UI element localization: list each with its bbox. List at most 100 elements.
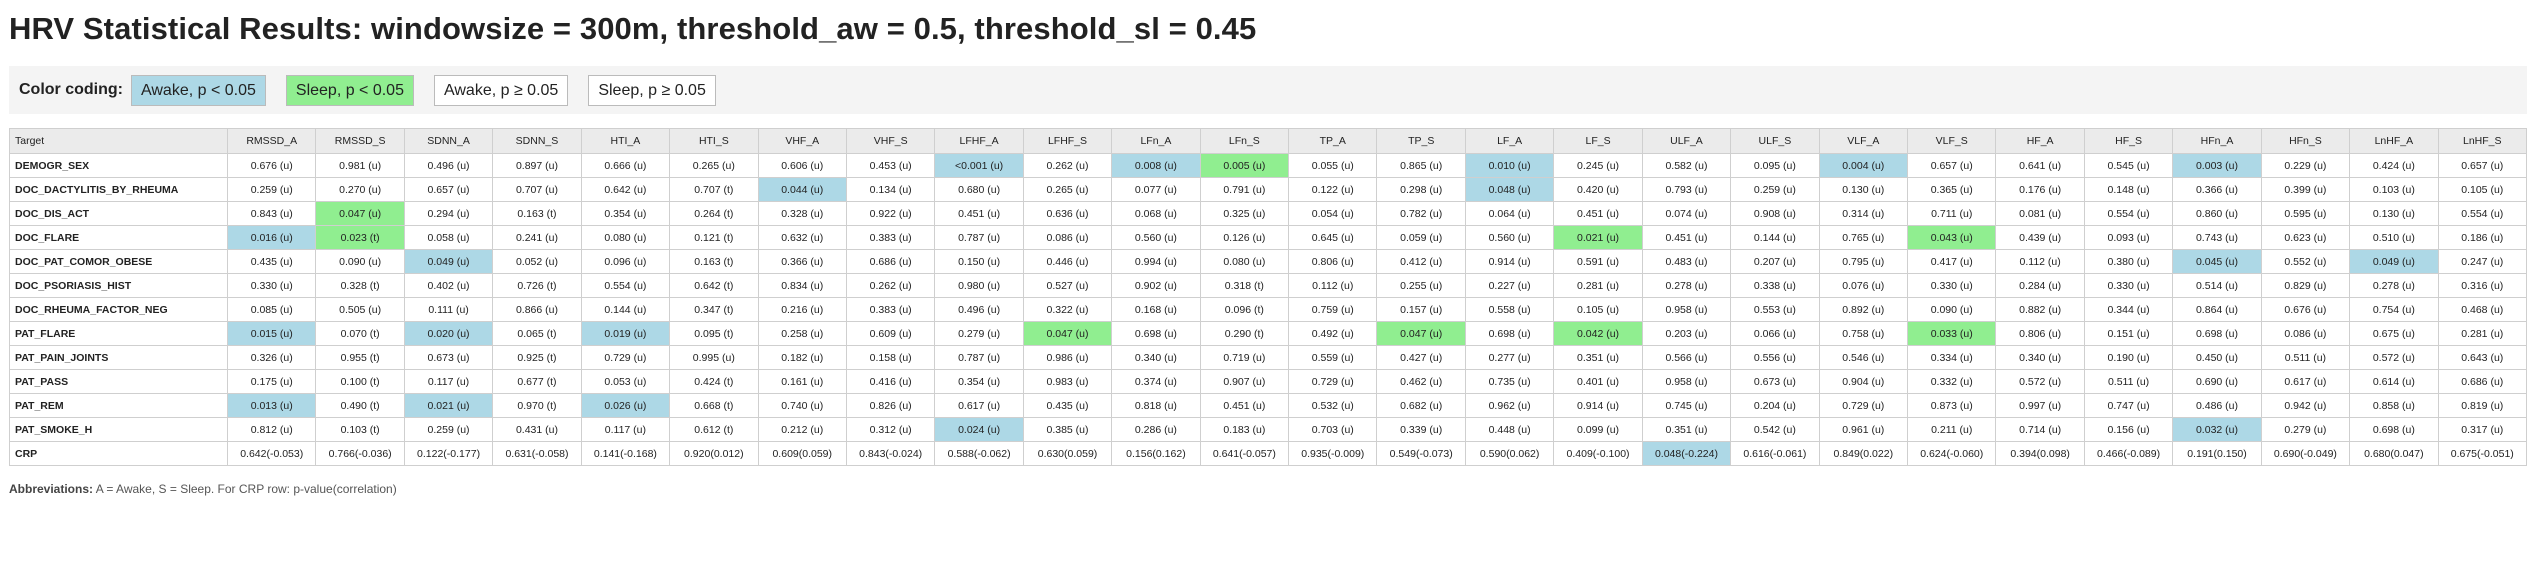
table-cell: 0.117 (u): [403, 369, 494, 394]
table-cell: 0.787 (u): [934, 225, 1024, 250]
table-cell: 0.278 (u): [1641, 273, 1732, 298]
table-cell: 0.793 (u): [1641, 177, 1732, 202]
table-cell: 0.182 (u): [757, 345, 847, 370]
row-target-label: PAT_PAIN_JOINTS: [9, 345, 228, 370]
table-cell: 0.496 (u): [403, 153, 494, 178]
table-cell: 0.365 (u): [1907, 177, 1997, 202]
table-cell: 0.450 (u): [2172, 345, 2262, 370]
row-target-label: DOC_DIS_ACT: [9, 201, 228, 226]
table-cell: 0.081 (u): [1995, 201, 2085, 226]
table-cell: 0.241 (u): [492, 225, 582, 250]
table-cell: 0.666 (u): [580, 153, 671, 178]
table-cell: 0.566 (u): [1641, 345, 1732, 370]
table-cell: 0.183 (u): [1199, 417, 1290, 442]
table-cell: 0.711 (u): [1907, 201, 1997, 226]
table-cell: 0.105 (u): [1553, 297, 1643, 322]
table-cell: 0.676 (u): [226, 153, 317, 178]
table-cell: 0.330 (u): [1907, 273, 1997, 298]
table-cell: 0.453 (u): [845, 153, 936, 178]
table-cell: 0.366 (u): [757, 249, 847, 274]
table-cell: 0.203 (u): [1641, 321, 1732, 346]
table-cell: 0.141(-0.168): [580, 441, 671, 466]
table-cell: 0.334 (u): [1907, 345, 1997, 370]
table-cell: 0.843(-0.024): [845, 441, 936, 466]
table-cell: 0.156 (u): [2083, 417, 2174, 442]
table-cell: 0.259 (u): [226, 177, 317, 202]
table-cell: 0.227 (u): [1464, 273, 1555, 298]
table-cell: 0.698 (u): [2172, 321, 2262, 346]
table-cell: 0.055 (u): [1288, 153, 1378, 178]
table-cell: 0.682 (u): [1376, 393, 1466, 418]
table-cell: 0.435 (u): [1022, 393, 1113, 418]
table-cell: 0.008 (u): [1111, 153, 1201, 178]
column-header-vhf_s: VHF_S: [845, 128, 936, 154]
table-cell: 0.554 (u): [2083, 201, 2174, 226]
table-cell: 0.066 (u): [1730, 321, 1820, 346]
table-cell: 0.047 (u): [1022, 321, 1113, 346]
table-cell: 0.834 (u): [757, 273, 847, 298]
table-cell: 0.383 (u): [845, 225, 936, 250]
column-header-hfn_a: HFn_A: [2172, 128, 2262, 154]
table-cell: 0.514 (u): [2172, 273, 2262, 298]
table-row: PAT_PASS 0.175 (u) 0.100 (t) 0.117 (u) 0.677…: [9, 369, 2528, 394]
table-cell: 0.431 (u): [492, 417, 582, 442]
table-cell: 0.631(-0.058): [492, 441, 582, 466]
table-cell: 0.680(0.047): [2349, 441, 2439, 466]
table-cell: 0.572 (u): [2349, 345, 2439, 370]
table-cell: 0.157 (u): [1376, 297, 1466, 322]
table-cell: 0.483 (u): [1641, 249, 1732, 274]
table-cell: 0.322 (u): [1022, 297, 1113, 322]
table-cell: 0.492 (u): [1288, 321, 1378, 346]
table-cell: 0.826 (u): [845, 393, 936, 418]
table-row: DOC_PSORIASIS_HIST 0.330 (u) 0.328 (t) 0.40…: [9, 273, 2528, 298]
table-cell: 0.175 (u): [226, 369, 317, 394]
table-cell: 0.707 (t): [669, 177, 759, 202]
table-cell: 0.641(-0.057): [1199, 441, 1290, 466]
table-cell: 0.163 (t): [492, 201, 582, 226]
table-cell: 0.902 (u): [1111, 273, 1201, 298]
table-cell: 0.624(-0.060): [1907, 441, 1997, 466]
table-body: DEMOGR_SEX 0.676 (u) 0.981 (u) 0.496 (u) 0.8…: [9, 153, 2528, 466]
table-cell: 0.787 (u): [934, 345, 1024, 370]
table-cell: 0.806 (u): [1288, 249, 1378, 274]
table-row: DOC_DIS_ACT 0.843 (u) 0.047 (u) 0.294 (u) 0.…: [9, 201, 2528, 226]
table-cell: 0.090 (u): [315, 249, 405, 274]
table-cell: 0.703 (u): [1288, 417, 1378, 442]
table-cell: 0.122(-0.177): [403, 441, 494, 466]
table-cell: 0.527 (u): [1022, 273, 1113, 298]
table-cell: 0.686 (u): [2437, 369, 2528, 394]
table-cell: 0.394(0.098): [1995, 441, 2085, 466]
table-cell: 0.065 (t): [492, 321, 582, 346]
table-cell: 0.466(-0.089): [2083, 441, 2174, 466]
table-cell: 0.754 (u): [2349, 297, 2439, 322]
table-cell: 0.043 (u): [1907, 225, 1997, 250]
table-cell: 0.997 (u): [1995, 393, 2085, 418]
table-cell: 0.791 (u): [1199, 177, 1290, 202]
target-column-header: Target: [9, 128, 228, 154]
table-cell: 0.864 (u): [2172, 297, 2262, 322]
table-cell: 0.186 (u): [2437, 225, 2528, 250]
table-cell: 0.843 (u): [226, 201, 317, 226]
table-cell: 0.782 (u): [1376, 201, 1466, 226]
column-header-sdnn_a: SDNN_A: [403, 128, 494, 154]
color-legend: Color coding: Awake, p < 0.05 Sleep, p <…: [9, 66, 2527, 114]
table-cell: 0.758 (u): [1818, 321, 1909, 346]
table-cell: 0.641 (u): [1995, 153, 2085, 178]
table-cell: 0.743 (u): [2172, 225, 2262, 250]
table-cell: 0.892 (u): [1818, 297, 1909, 322]
table-cell: 0.591 (u): [1553, 249, 1643, 274]
table-cell: 0.873 (u): [1907, 393, 1997, 418]
table-cell: 0.070 (t): [315, 321, 405, 346]
table-cell: 0.766(-0.036): [315, 441, 405, 466]
column-header-ulf_a: ULF_A: [1641, 128, 1732, 154]
table-cell: 0.090 (u): [1907, 297, 1997, 322]
table-cell: 0.446 (u): [1022, 249, 1113, 274]
table-cell: 0.105 (u): [2437, 177, 2528, 202]
table-cell: 0.294 (u): [403, 201, 494, 226]
table-cell: 0.258 (u): [757, 321, 847, 346]
table-cell: 0.340 (u): [1111, 345, 1201, 370]
table-cell: 0.264 (t): [669, 201, 759, 226]
table-cell: 0.451 (u): [1641, 225, 1732, 250]
column-header-hfn_s: HFn_S: [2260, 128, 2351, 154]
table-cell: 0.330 (u): [226, 273, 317, 298]
